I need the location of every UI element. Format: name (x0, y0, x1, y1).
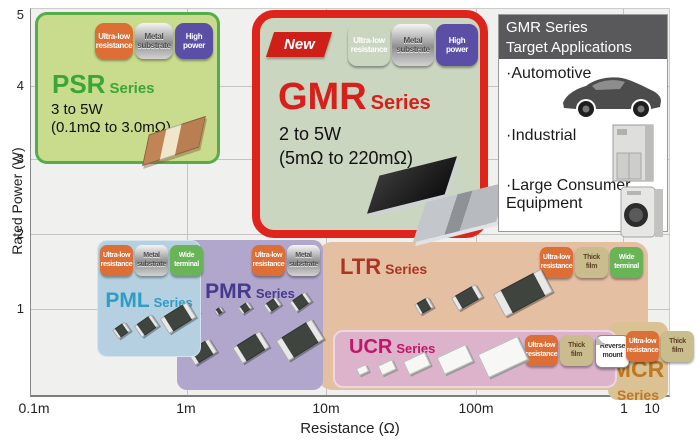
resistor-image (275, 318, 325, 362)
ultra-low-resistance-badge: Ultra-low resistance (348, 24, 390, 66)
metal-substrate-badge: Metal substrate (135, 23, 173, 59)
wide-terminal-badge: Wide terminal (610, 247, 643, 278)
resistor-image (355, 364, 370, 376)
grid-line (187, 9, 188, 395)
thick-film-badge: Thick film (560, 335, 593, 366)
x-tick-100m: 100m (458, 400, 494, 416)
y-tick-3: 3 (16, 151, 24, 166)
ucr-series-box: UCR Series Ultra-low resistance Thick film … (333, 330, 630, 388)
new-badge: New (265, 32, 333, 57)
gmr-resistance-range: (5mΩ to 220mΩ) (279, 148, 413, 168)
x-axis-label: Resistance (Ω) (300, 420, 400, 437)
psr-power-range: 3 to 5W (51, 101, 103, 118)
industrial-equipment-icon (612, 124, 654, 182)
x-tick-10m: 10m (312, 400, 340, 416)
ultra-low-resistance-badge: Ultra-low resistance (95, 23, 133, 59)
resistor-image (477, 335, 529, 379)
resistor-image (214, 306, 224, 316)
x-tick-1m: 1m (176, 400, 196, 416)
ultra-low-resistance-badge: Ultra-low resistance (540, 247, 573, 278)
psr-series-title: PSR Series (52, 69, 155, 99)
application-automotive: ·Automotive (506, 65, 592, 82)
resistor-image (451, 284, 483, 311)
resistor-image (436, 344, 474, 375)
y-tick-1: 1 (16, 301, 24, 316)
gmr-power-range: 2 to 5W (279, 124, 342, 144)
mcr-badges: Ultra-low resistance Thick film (626, 331, 694, 362)
application-industrial: ·Industrial (506, 127, 577, 144)
car-icon (563, 77, 661, 117)
x-tick-0.1m: 0.1m (18, 400, 50, 416)
application-large-consumer: ·Large Consumer Equipment (506, 177, 631, 213)
ultra-low-resistance-badge: Ultra-low resistance (100, 245, 133, 276)
psr-badges: Ultra-low resistance Metal substrate Hig… (95, 23, 213, 59)
ultra-low-resistance-badge: Ultra-low resistance (525, 335, 558, 366)
gmr-target-applications-panel: GMR Series Target Applications ·Automoti… (498, 14, 668, 238)
metal-substrate-badge: Metal substrate (392, 24, 434, 66)
pmr-series-title: PMR Series (205, 280, 295, 303)
reverse-mount-badge: Reverse mount (595, 335, 630, 368)
ltr-badges: Ultra-low resistance Thick film Wide termin… (540, 247, 643, 278)
pml-badges: Ultra-low resistance Metal substrate Wide t… (100, 245, 203, 276)
gmr-badges: Ultra-low resistance Metal substrate High p… (348, 24, 478, 66)
resistor-image (133, 314, 160, 338)
panel-title-line1: GMR Series (506, 19, 588, 36)
resistor-image (377, 359, 397, 376)
ucr-series-title: UCR Series (349, 336, 436, 358)
ltr-series-title: LTR Series (340, 254, 428, 279)
pml-series-box: Ultra-low resistance Metal substrate Wide t… (97, 240, 203, 357)
resistor-image (232, 330, 270, 365)
psr-resistance-range: (0.1mΩ to 3.0mΩ) (51, 119, 171, 136)
thick-film-badge: Thick film (575, 247, 608, 278)
metal-substrate-badge: Metal substrate (135, 245, 168, 276)
y-tick-2: 2 (16, 226, 24, 241)
metal-substrate-badge: Metal substrate (287, 245, 320, 276)
x-tick-1: 1 (620, 400, 628, 416)
panel-header: GMR Series Target Applications (499, 15, 667, 59)
high-power-badge: High power (175, 23, 213, 59)
gmr-series-box: New Ultra-low resistance Metal substrate H… (252, 10, 510, 243)
psr-series-box: Ultra-low resistance Metal substrate Hig… (35, 12, 220, 167)
thick-film-badge: Thick film (661, 331, 694, 362)
high-power-badge: High power (436, 24, 478, 66)
y-tick-5: 5 (16, 7, 24, 22)
pmr-badges: Ultra-low resistance Metal substrate (252, 245, 320, 276)
wide-terminal-badge: Wide terminal (170, 245, 203, 276)
ucr-badges: Ultra-low resistance Thick film Reverse mou… (525, 335, 630, 368)
y-axis-label: Rated Power (W) (9, 147, 25, 255)
gmr-series-title: GMR Series (278, 76, 431, 118)
resistor-image (414, 296, 434, 316)
washing-machine-icon (620, 186, 663, 238)
y-tick-4: 4 (16, 78, 24, 93)
resistor-image (493, 268, 553, 318)
panel-title-line2: Target Applications (506, 38, 632, 56)
ultra-low-resistance-badge: Ultra-low resistance (252, 245, 285, 276)
x-tick-10: 10 (644, 400, 660, 416)
resistor-image (112, 321, 131, 340)
ultra-low-resistance-badge: Ultra-low resistance (626, 331, 659, 362)
